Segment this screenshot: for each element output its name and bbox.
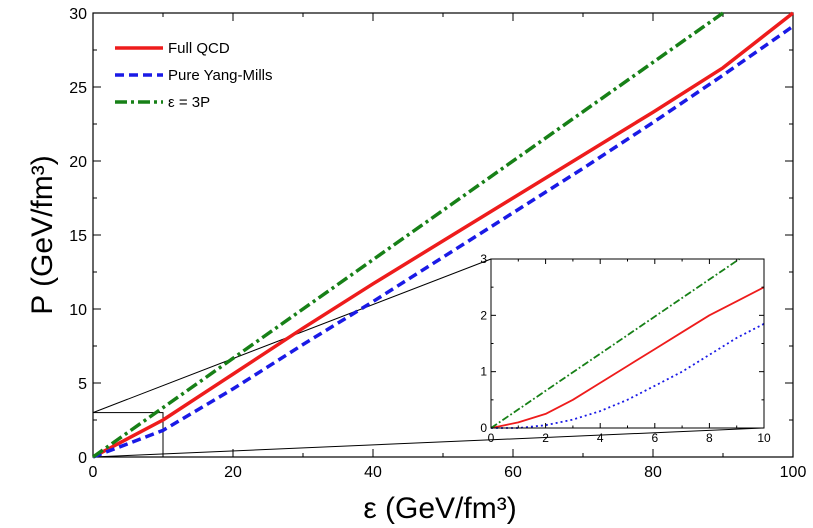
legend-label-conformal: ε = 3P — [168, 94, 210, 111]
series-line-3p — [91, 11, 725, 459]
zoom-connector-bottom — [92, 427, 765, 458]
x-tick-label: 4 — [597, 431, 604, 445]
y-tick-label: 20 — [69, 154, 87, 171]
x-tick-label: 60 — [504, 464, 522, 481]
series-line-pure-yang-mills — [92, 24, 795, 459]
inset-series-group — [490, 258, 765, 429]
main-axis-ticks — [92, 12, 794, 458]
x-tick-label: 0 — [89, 464, 98, 481]
y-tick-label: 2 — [480, 308, 487, 322]
y-axis-title: P (GeV/fm³) — [26, 155, 59, 314]
x-tick-label: 6 — [651, 431, 658, 445]
inset-axis-ticks — [490, 258, 765, 429]
x-tick-label: 0 — [488, 431, 495, 445]
x-tick-label: 80 — [644, 464, 662, 481]
y-tick-label: 0 — [480, 421, 487, 435]
inset-background — [491, 259, 764, 428]
x-tick-label: 20 — [224, 464, 242, 481]
x-tick-label: 2 — [542, 431, 549, 445]
x-tick-label: 40 — [364, 464, 382, 481]
y-tick-label: 30 — [69, 6, 87, 23]
x-tick-label: 100 — [780, 464, 807, 481]
zoom-region-box — [92, 412, 164, 458]
y-tick-label: 3 — [480, 252, 487, 266]
inset-axis-tick-labels: 0 2 4 6 8 10 0 1 2 3 — [480, 252, 771, 445]
x-tick-label: 10 — [757, 431, 771, 445]
series-line-full-qcd — [490, 286, 765, 429]
legend-label-full-qcd: Full QCD — [168, 40, 230, 57]
legend-label-pure-yang-mills: Pure Yang-Mills — [168, 67, 273, 84]
y-tick-label: 15 — [69, 228, 87, 245]
series-line-full-qcd — [92, 11, 795, 459]
x-tick-label: 8 — [706, 431, 713, 445]
y-tick-label: 5 — [78, 376, 87, 393]
series-line-3p — [490, 258, 740, 429]
y-tick-label: 10 — [69, 302, 87, 319]
series-line-pure-yang-mills — [491, 323, 765, 429]
main-series-group — [91, 11, 795, 459]
y-tick-label: 25 — [69, 80, 87, 97]
y-tick-label: 1 — [480, 365, 487, 379]
x-axis-title: ε (GeV/fm³) — [363, 492, 516, 525]
legend: Full QCD Pure Yang-Mills ε = 3P — [115, 40, 273, 111]
y-tick-label: 0 — [78, 450, 87, 467]
